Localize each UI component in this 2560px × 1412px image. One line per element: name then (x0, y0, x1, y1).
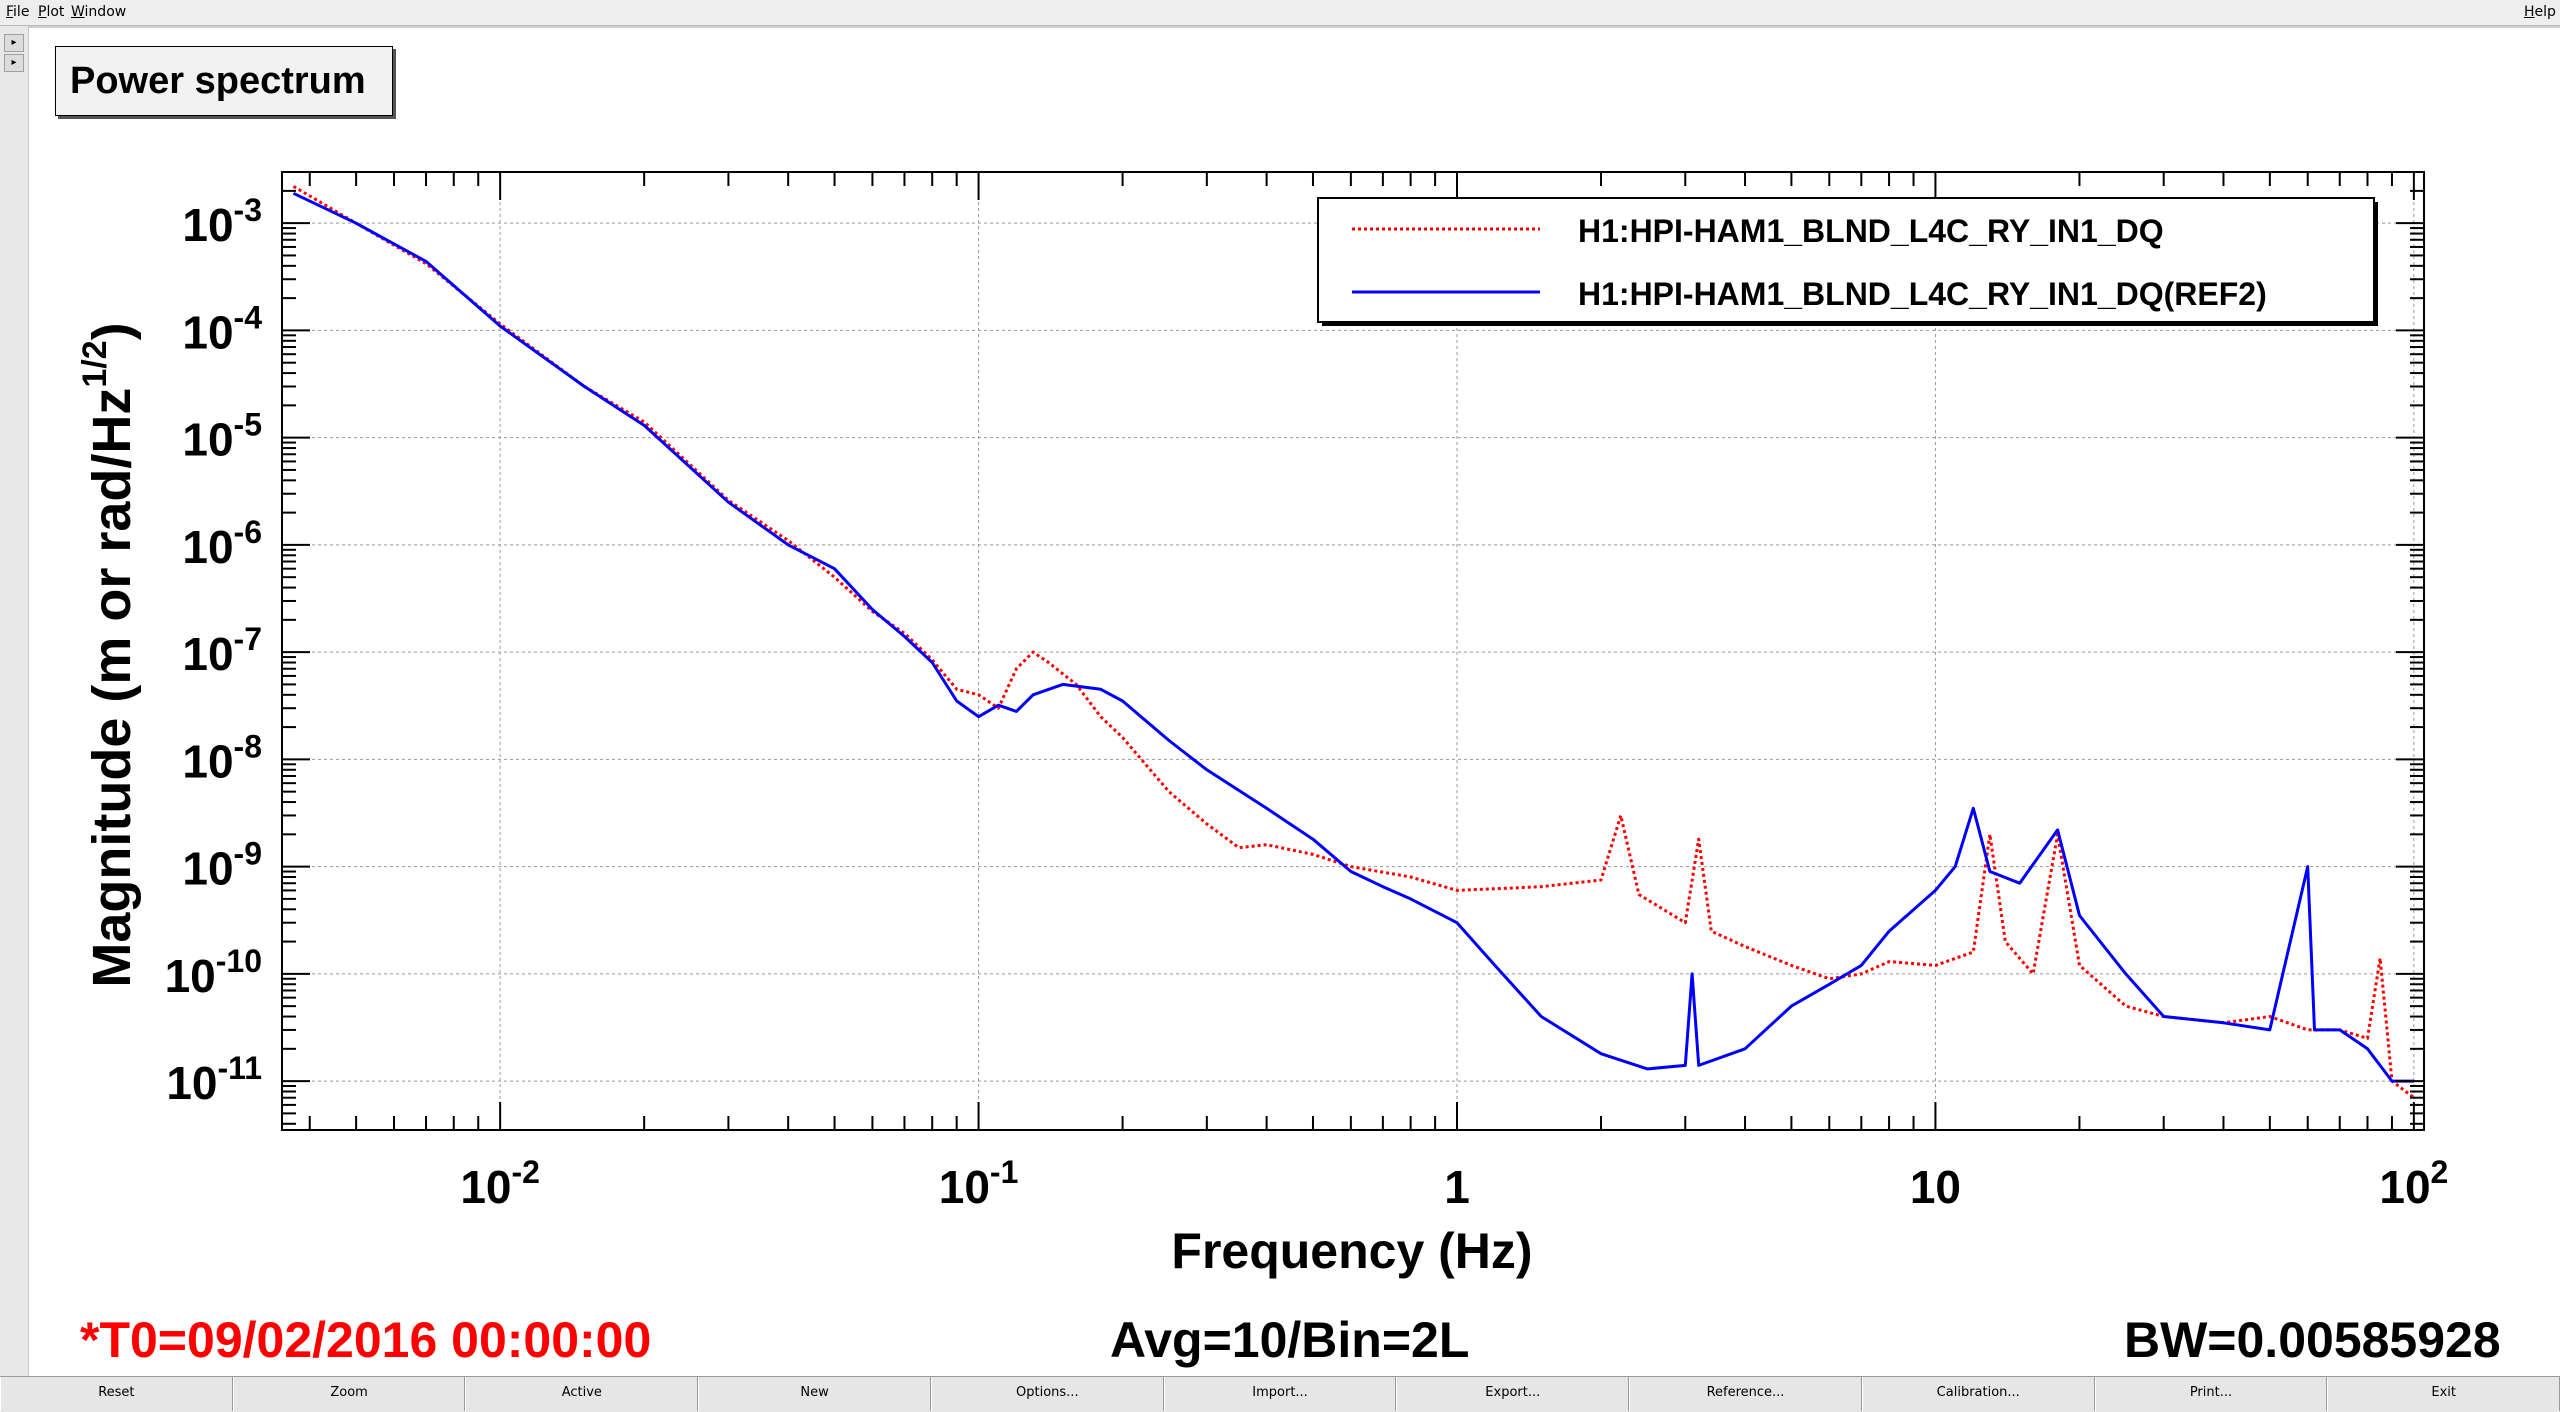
series-layer (292, 185, 2415, 1099)
y-tick-label-2: 10-5 (182, 407, 262, 466)
y-axis-label-end: ) (82, 322, 142, 340)
triangle-right-icon[interactable]: ▸ (4, 34, 24, 52)
y-tick-label-0: 10-3 (182, 192, 262, 251)
legend: H1:HPI-HAM1_BLND_L4C_RY_IN1_DQ H1:HPI-HA… (1317, 197, 2378, 326)
y-axis-label-main: Magnitude (m or rad/Hz (82, 388, 142, 988)
print-button[interactable]: Print... (2094, 1377, 2328, 1411)
x-tick-label-0: 10-2 (460, 1154, 540, 1213)
plot-frame (281, 171, 2425, 1131)
menu-plot[interactable]: Plot (38, 4, 65, 20)
y-tick-label-5: 10-8 (182, 728, 262, 787)
exit-button[interactable]: Exit (2327, 1377, 2560, 1411)
menu-file[interactable]: File (6, 4, 30, 20)
y-tick-label-6: 10-9 (182, 836, 262, 895)
y-tick-label-1: 10-4 (182, 299, 262, 358)
x-axis-label: Frequency (Hz) (1171, 1223, 1532, 1279)
y-tick-label-8: 10-11 (166, 1050, 262, 1109)
options-button[interactable]: Options... (930, 1377, 1164, 1411)
active-button[interactable]: Active (465, 1377, 699, 1411)
reference-button[interactable]: Reference... (1629, 1377, 1862, 1411)
y-tick-label-7: 10-10 (165, 943, 262, 1002)
toolbar: Reset Zoom Active New Options... Import.… (0, 1376, 2560, 1412)
x-tick-label-3: 10 (1910, 1161, 1961, 1213)
y-axis-label-sup: 1/2 (76, 340, 114, 387)
new-button[interactable]: New (698, 1377, 931, 1411)
x-tick-label-1: 10-1 (939, 1154, 1019, 1213)
x-tick-label-4: 102 (2379, 1154, 2448, 1213)
legend-entry-0: H1:HPI-HAM1_BLND_L4C_RY_IN1_DQ (1578, 213, 2164, 249)
avg-bin-label: Avg=10/Bin=2L (1110, 1312, 1470, 1368)
export-button[interactable]: Export... (1396, 1377, 1630, 1411)
y-tick-labels: 10-3 10-4 10-5 10-6 10-7 10-8 10-9 10-10 10-11 (165, 192, 263, 1109)
y-tick-label-4: 10-7 (182, 621, 262, 680)
plot-title: Power spectrum (55, 46, 393, 116)
x-tick-labels: 10-2 10-1 1 10 102 (460, 1154, 2448, 1213)
menu-window[interactable]: Window (71, 4, 127, 20)
y-axis-label: Magnitude (m or rad/Hz1/2) (76, 322, 142, 987)
import-button[interactable]: Import... (1163, 1377, 1397, 1411)
triangle-right-icon[interactable]: ▸ (4, 54, 24, 72)
menu-help[interactable]: Help (2524, 4, 2556, 20)
tick-layer (282, 171, 2424, 1130)
reset-button[interactable]: Reset (0, 1377, 233, 1411)
bandwidth-label: BW=0.00585928 (2124, 1312, 2501, 1368)
grid-layer (282, 172, 2424, 1130)
menubar: File Plot Window Help (0, 0, 2560, 26)
legend-entry-1: H1:HPI-HAM1_BLND_L4C_RY_IN1_DQ(REF2) (1578, 276, 2267, 312)
left-gutter: ▸ ▸ (0, 26, 29, 1376)
series-line-1 (292, 191, 2414, 1083)
calibration-button[interactable]: Calibration... (1861, 1377, 2095, 1411)
zoom-button[interactable]: Zoom (232, 1377, 466, 1411)
y-tick-label-3: 10-6 (182, 514, 262, 573)
x-tick-label-2: 1 (1444, 1161, 1470, 1213)
t0-label: *T0=09/02/2016 00:00:00 (80, 1312, 652, 1368)
